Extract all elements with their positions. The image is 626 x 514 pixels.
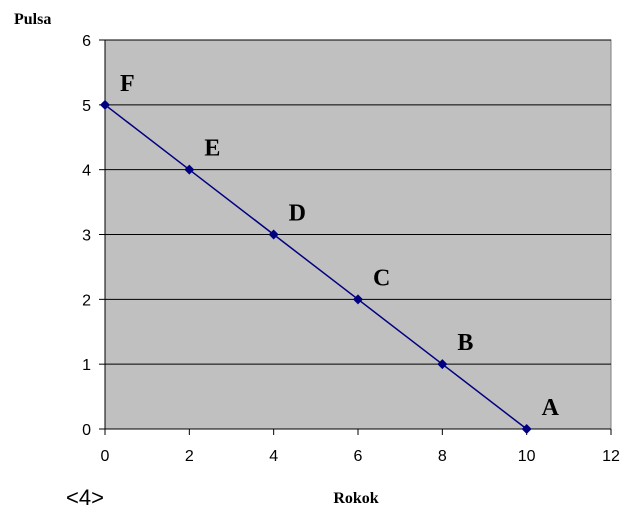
point-labels: F E D C B A [120, 71, 560, 421]
x-tick-label-4: 4 [269, 448, 278, 465]
gridlines [105, 39, 611, 365]
marker-A [521, 424, 532, 434]
marker-C [353, 294, 363, 305]
point-label-F: F [120, 71, 135, 97]
marker-B [437, 359, 448, 370]
y-axis-label: Pulsa [14, 11, 51, 28]
y-tick-label-1: 1 [82, 357, 91, 374]
x-axis-ticks: 0 2 4 6 8 10 12 [101, 429, 620, 465]
y-tick-label-3: 3 [82, 228, 91, 245]
point-label-C: C [373, 265, 390, 291]
point-label-A: A [542, 395, 560, 421]
y-tick-label-4: 4 [82, 163, 91, 180]
y-tick-label-5: 5 [82, 98, 91, 115]
x-tick-label-0: 0 [101, 448, 110, 465]
x-tick-label-12: 12 [602, 448, 620, 465]
x-tick-label-6: 6 [354, 448, 363, 465]
x-tick-label-8: 8 [438, 448, 447, 465]
point-label-D: D [289, 201, 306, 227]
data-markers [100, 99, 532, 434]
point-label-B: B [457, 330, 473, 356]
x-tick-label-2: 2 [185, 448, 194, 465]
annotation-page-mark: <4> [66, 485, 104, 510]
x-tick-label-10: 10 [518, 448, 536, 465]
series-line [104, 104, 528, 430]
point-label-E: E [204, 136, 220, 162]
x-axis-label: Rokok [333, 490, 378, 507]
y-tick-label-6: 6 [82, 33, 91, 50]
y-tick-label-2: 2 [82, 292, 91, 309]
marker-D [268, 229, 279, 240]
y-tick-label-0: 0 [82, 422, 91, 439]
marker-F [100, 99, 110, 110]
marker-E [184, 164, 195, 175]
y-axis-ticks: 0 1 2 3 4 5 6 [82, 33, 105, 439]
